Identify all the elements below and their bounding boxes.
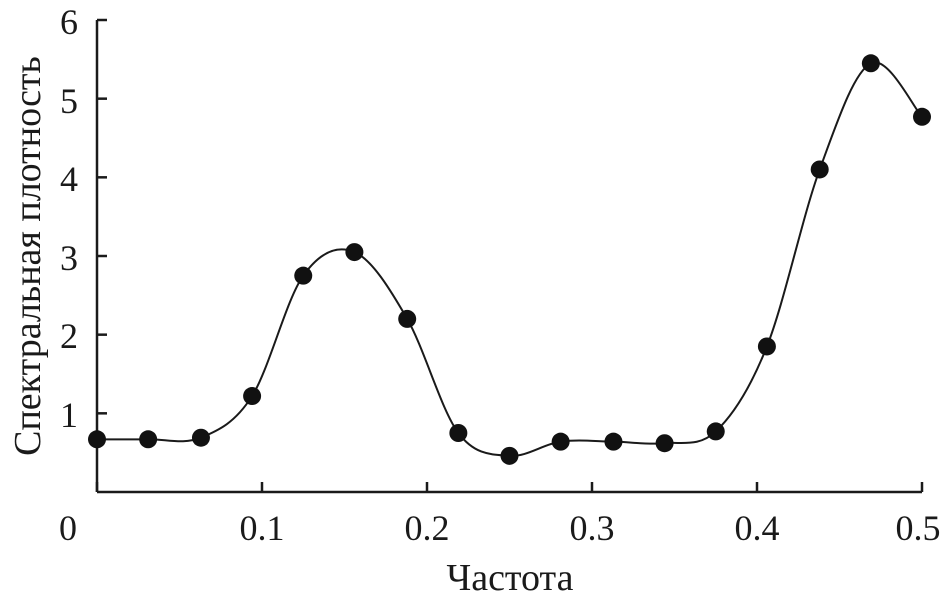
data-point [913, 107, 931, 126]
data-point [398, 309, 417, 328]
x-tick-label: 0.3 [570, 508, 615, 548]
y-tick-label: 1 [60, 395, 78, 435]
x-tick-label: 0.5 [896, 508, 941, 548]
x-axis-label: Частота [447, 557, 574, 599]
data-point [861, 54, 880, 73]
data-point [88, 430, 106, 449]
y-tick-label: 5 [60, 81, 78, 121]
x-tick-label: 0.2 [405, 508, 450, 548]
data-point [345, 243, 364, 262]
data-point [139, 430, 158, 449]
data-point [500, 446, 519, 465]
series-curve [96, 61, 923, 457]
x-tick-label: 0.4 [735, 508, 780, 548]
data-point [604, 432, 623, 451]
y-axis-label: Спектральная плотность [7, 56, 49, 456]
data-point [551, 432, 570, 451]
data-point [243, 387, 262, 406]
y-tick-label: 2 [60, 316, 78, 356]
y-tick-label: 4 [60, 159, 78, 199]
data-points [88, 54, 931, 465]
data-point [191, 428, 210, 447]
data-point [294, 266, 313, 285]
data-point [757, 337, 776, 356]
data-point [810, 160, 829, 179]
x-tick-label: 0 [59, 508, 77, 548]
data-point [706, 422, 725, 441]
y-tick-label: 6 [60, 2, 78, 42]
series-curve-layer [96, 61, 923, 457]
tick-marks [95, 18, 924, 492]
x-tick-label: 0.1 [240, 508, 285, 548]
data-point [655, 434, 674, 453]
y-tick-label: 3 [60, 238, 78, 278]
data-point [449, 424, 468, 442]
